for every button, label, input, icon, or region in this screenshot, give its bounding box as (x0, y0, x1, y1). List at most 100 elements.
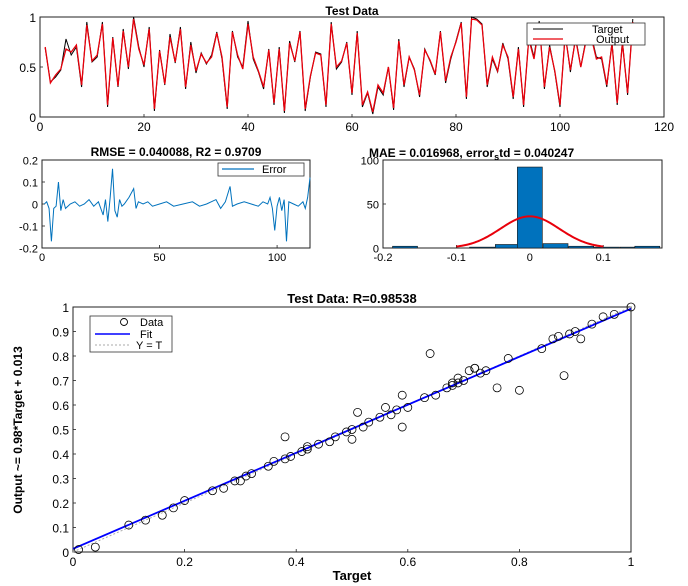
data-point (342, 427, 351, 437)
data-point (297, 447, 307, 456)
data-point (364, 417, 374, 427)
normal-fit-line (456, 215, 604, 248)
data-point (515, 385, 524, 395)
data-point (453, 373, 463, 383)
legend-box (217, 162, 305, 177)
data-point (141, 515, 150, 525)
legend-label-data: Data (140, 317, 164, 329)
chart-title-subscript: s (494, 152, 499, 162)
data-point (492, 383, 502, 393)
data-point (448, 380, 457, 390)
data-point (475, 368, 485, 378)
data-point (537, 344, 547, 354)
data-point (381, 403, 390, 412)
x-tick-labels: -0.2 -0.1 0 0.1 (374, 245, 611, 264)
data-point (464, 366, 474, 376)
y-tick-label: 0.9 (52, 326, 69, 340)
y-tick-label: 0 (62, 546, 69, 560)
data-point (559, 371, 569, 381)
x-tick-label: -0.1 (447, 252, 466, 264)
data-point (286, 452, 296, 461)
data-point (609, 309, 619, 319)
data-point (576, 334, 586, 344)
legend-label-output: Output (596, 34, 629, 46)
data-point (481, 366, 491, 376)
data-point (626, 302, 636, 312)
y-tick-label: 0.8 (52, 350, 69, 364)
histogram-bar (495, 244, 521, 249)
histogram-bar (517, 166, 543, 249)
data-point (448, 378, 457, 388)
x-tick-label: 0 (70, 555, 77, 569)
x-tick-label: -0.2 (374, 252, 393, 264)
data-point (208, 486, 217, 496)
y-tick-labels: 00.51 (19, 11, 43, 125)
histogram-bar (634, 245, 661, 249)
histogram-bar (392, 245, 418, 249)
data-point (470, 363, 480, 373)
x-tick-label: 60 (345, 120, 359, 134)
y-tick-label: 0.2 (52, 497, 69, 511)
data-point (180, 496, 190, 505)
y-tick-label: 100 (361, 156, 379, 168)
y-tick-labels: 0.2 0.1 0 -0.1 -0.2 (19, 156, 45, 256)
y-tick-label: 1 (62, 301, 69, 315)
data-point (375, 412, 385, 422)
y-tick-label: 0.5 (19, 61, 36, 75)
data-point (74, 545, 83, 554)
data-point (397, 390, 407, 400)
panel-error-histogram: MAE = 0.016968, errorstd = 0.040247 -0.2… (361, 146, 663, 264)
panel-test-data-series: Test Data 0 20 40 60 80 100 120 00.51 Target O… (19, 4, 674, 134)
data-point (269, 456, 279, 466)
histogram-bar (542, 243, 569, 249)
x-tick-label: 120 (654, 120, 674, 134)
data-point (386, 410, 396, 420)
y-tick-label: 0.1 (52, 522, 69, 536)
legend: Data Fit Y = T (89, 315, 173, 353)
legend-label-error: Error (262, 164, 287, 176)
panel-error-series: RMSE = 0.040088, R2 = 0.9709 0 50 100 0.20… (19, 145, 311, 264)
data-point (548, 334, 558, 344)
data-point (570, 327, 580, 336)
data-point (330, 432, 340, 442)
chart-title-rest: td = 0.040247 (499, 146, 574, 160)
legend: Error (217, 162, 305, 177)
x-tick-label: 0 (37, 120, 44, 134)
normal-fit-curve (456, 215, 604, 248)
data-point (219, 483, 229, 493)
data-point (459, 376, 469, 385)
data-point (302, 442, 312, 452)
data-point (453, 378, 463, 388)
data-point (420, 393, 429, 403)
legend: Target Output (526, 22, 646, 46)
x-tick-label: 1 (628, 555, 635, 569)
y-tick-label: 0.6 (52, 399, 69, 413)
x-tick-labels: 0 20 40 60 80 100 120 (37, 114, 674, 134)
panel-regression: Test Data: R=0.98538 Target Output ~= 0.… (11, 291, 636, 583)
y-tick-label: 0 (29, 111, 36, 125)
series-line-output (44, 18, 634, 113)
y-tick-label: 0.7 (52, 375, 69, 389)
x-tick-label: 0.4 (288, 555, 305, 569)
data-point (442, 383, 452, 393)
y-tick-label: 0.4 (52, 448, 69, 462)
histogram-bar (469, 246, 495, 249)
data-point (90, 542, 100, 552)
chart-title: Test Data (325, 4, 378, 18)
legend-label-target: Target (592, 24, 623, 36)
data-point (124, 520, 134, 530)
data-point (392, 405, 402, 415)
y-tick-labels: 100 50 0 (361, 156, 386, 256)
y-tick-labels: 0 0.1 0.2 0.3 0.4 0.5 0.6 0.7 0.8 0.9 1 (52, 301, 76, 560)
legend-label-yt: Y = T (136, 340, 162, 352)
data-point (503, 354, 513, 363)
data-point (431, 390, 441, 400)
legend-swatch-data (120, 318, 128, 326)
data-points (74, 302, 636, 554)
series-lines (44, 16, 634, 115)
x-tick-label: 0.1 (596, 252, 611, 264)
chart-title: RMSE = 0.040088, R2 = 0.9709 (91, 145, 262, 159)
legend-label-fit: Fit (140, 329, 152, 341)
data-point (353, 407, 362, 417)
